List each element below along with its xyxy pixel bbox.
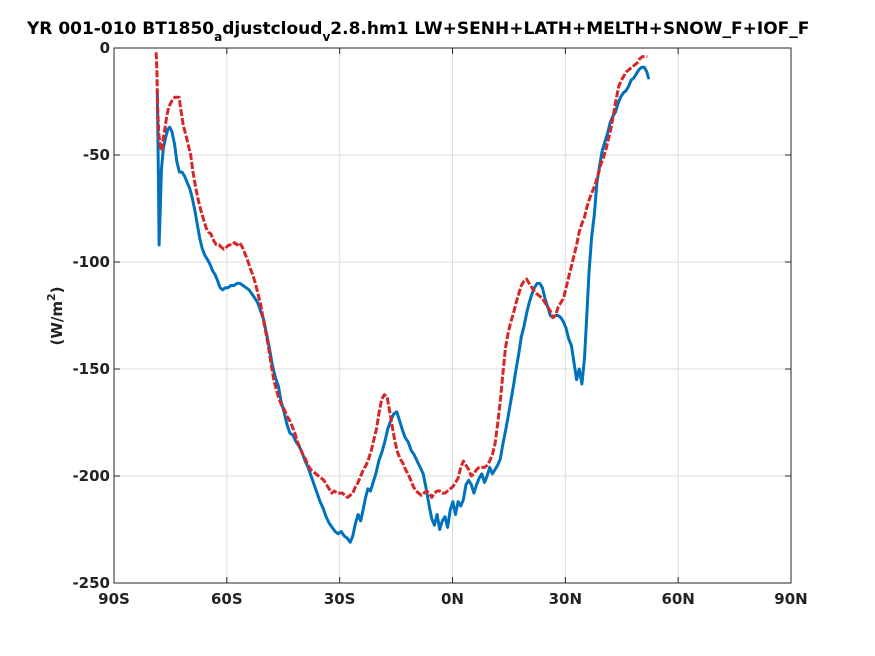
ylabel-part-2: ) bbox=[48, 286, 66, 293]
y-axis-label: (W/m2) bbox=[45, 286, 66, 345]
y-axis: -250 -200 -150 -100 -50 0 bbox=[72, 39, 791, 592]
x-tick-label: 0N bbox=[441, 590, 464, 608]
y-tick-label: -200 bbox=[72, 467, 110, 485]
x-tick-label: 30S bbox=[324, 590, 356, 608]
ylabel-part-1: (W/m bbox=[48, 301, 66, 346]
title-part-3: 2.8.hm1 LW+SENH+LATH+MELTH+SNOW_F+IOF_F bbox=[330, 19, 809, 39]
y-tick-label: -250 bbox=[72, 574, 110, 592]
grid-lines bbox=[114, 48, 791, 583]
y-tick-label: 0 bbox=[100, 39, 110, 57]
x-tick-label: 60N bbox=[661, 590, 694, 608]
ylabel-superscript: 2 bbox=[45, 293, 58, 301]
x-tick-label: 90N bbox=[774, 590, 807, 608]
title-subscript-2: v bbox=[322, 30, 330, 44]
y-tick-label: -150 bbox=[72, 360, 110, 378]
series-line-1 bbox=[155, 65, 650, 544]
x-tick-label: 30N bbox=[549, 590, 582, 608]
x-tick-label: 60S bbox=[211, 590, 243, 608]
series-layer bbox=[154, 52, 650, 544]
title-part-1: YR 001-010 BT1850 bbox=[26, 19, 214, 39]
y-tick-label: -100 bbox=[72, 253, 110, 271]
y-tick-label: -50 bbox=[83, 146, 110, 164]
chart-title: YR 001-010 BT1850adjustcloudv2.8.hm1 LW+… bbox=[26, 19, 809, 44]
series-line-2 bbox=[154, 52, 648, 499]
x-axis: 90S 60S 30S 0N 30N 60N 90N bbox=[98, 48, 808, 608]
title-part-2: djustcloud bbox=[222, 19, 322, 39]
x-tick-label: 90S bbox=[98, 590, 130, 608]
title-subscript-1: a bbox=[214, 30, 222, 44]
